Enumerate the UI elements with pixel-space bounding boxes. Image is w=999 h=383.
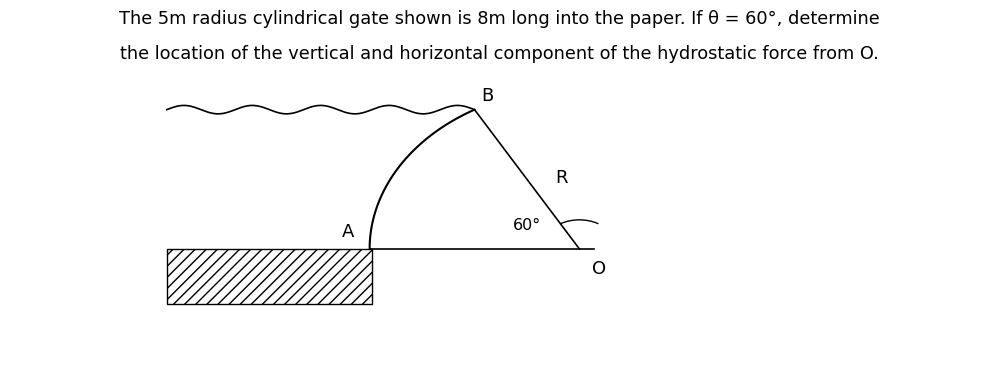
Bar (167, 249, 372, 304)
Text: R: R (555, 169, 567, 187)
Text: B: B (482, 87, 494, 105)
Text: the location of the vertical and horizontal component of the hydrostatic force f: the location of the vertical and horizon… (120, 45, 879, 62)
Text: The 5m radius cylindrical gate shown is 8m long into the paper. If θ = 60°, dete: The 5m radius cylindrical gate shown is … (119, 10, 880, 28)
Text: 60°: 60° (513, 218, 541, 234)
Text: A: A (342, 223, 354, 241)
Text: O: O (592, 260, 606, 278)
